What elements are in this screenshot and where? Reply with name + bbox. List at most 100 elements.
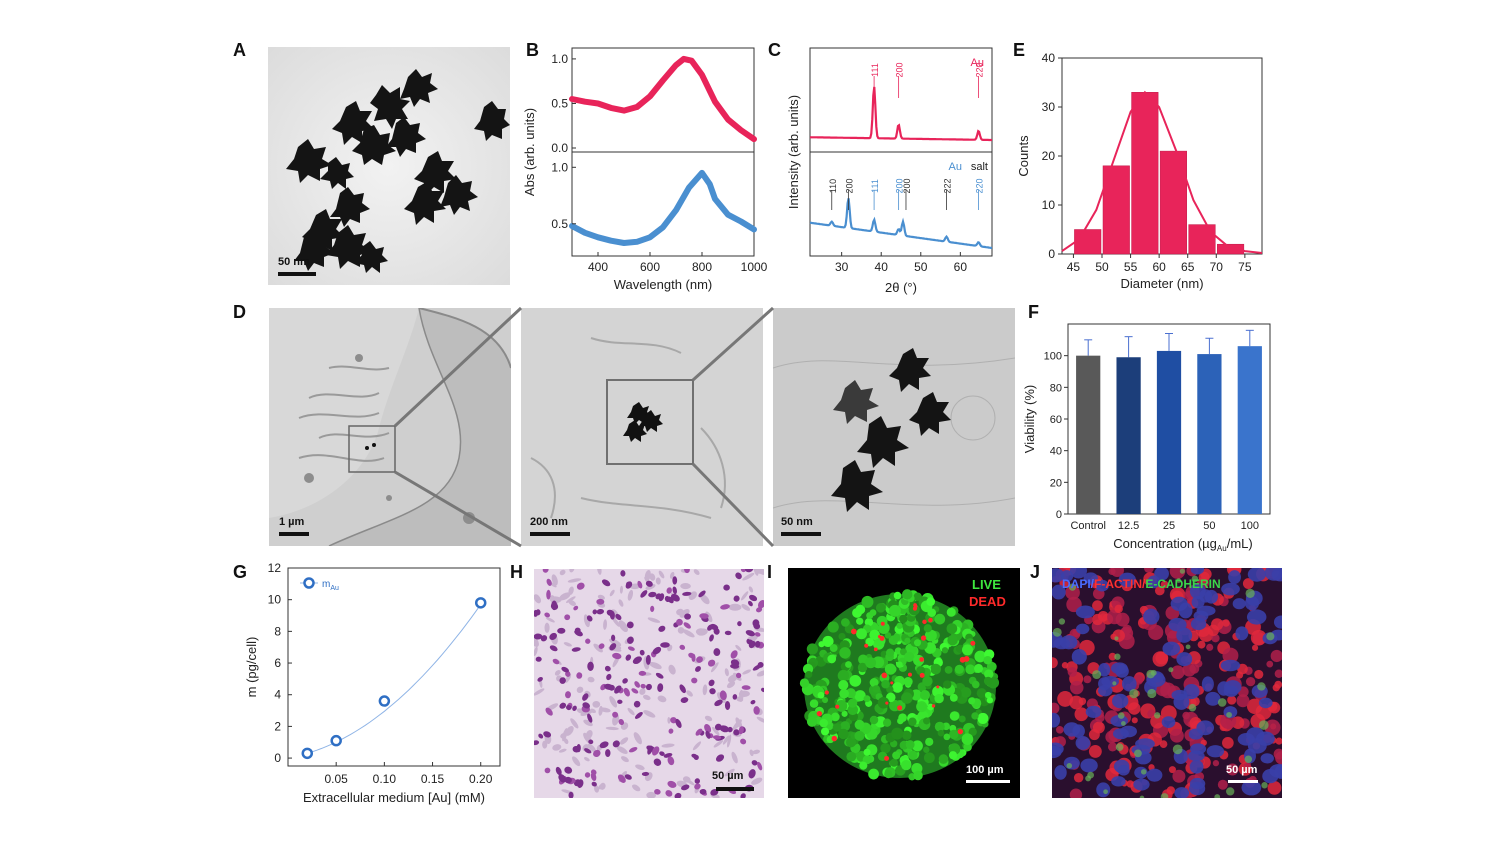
x-tick-label-f-1: 12.5 — [1118, 520, 1139, 532]
y-tick-label-e-0: 0 — [1048, 247, 1055, 261]
x-tick-label-e-65: 65 — [1181, 260, 1195, 274]
dead-label: DEAD — [969, 594, 1006, 609]
x-tick-label-g-0.15: 0.15 — [421, 772, 445, 786]
scale-label-j: 50 µm — [1226, 764, 1258, 776]
scale-bar-d1 — [279, 532, 309, 536]
bar-f-0 — [1076, 355, 1101, 514]
histogram-bar-e-5 — [1217, 243, 1245, 255]
panel-letter-i: I — [767, 562, 773, 582]
peak-label-c-bot-6: 220 — [975, 178, 985, 193]
data-point-g-3 — [474, 597, 487, 609]
y-tick-label-f-80: 80 — [1050, 382, 1062, 394]
x-tick-label-c-30: 30 — [835, 260, 849, 274]
y-tick-label-f-0: 0 — [1056, 509, 1062, 521]
fit-curve-e — [1061, 90, 1263, 254]
panel-letter-g: G — [233, 562, 248, 582]
chart-e-diameter-histogram: 45 50 55 60 65 70 75 0 10 20 30 40 Diameter (nm) Coun… — [1016, 51, 1263, 291]
stain-factin-label: F-ACTIN/ — [1094, 577, 1146, 591]
peak-label-c-top-2: 220 — [975, 62, 985, 77]
y-axis-label-c: Intensity (arb. units) — [786, 95, 801, 209]
panel-letter-b: B — [526, 40, 539, 60]
x-tick-label-e-50: 50 — [1095, 260, 1109, 274]
x-tick-label-b-1000: 1000 — [741, 260, 768, 274]
scale-bar-i — [966, 780, 1010, 783]
y-tick-label-g-12: 12 — [268, 561, 282, 575]
x-tick-label-f-2: 25 — [1163, 520, 1175, 532]
if-staining-texture — [1052, 568, 1282, 798]
histogram-bar-e-2 — [1131, 92, 1159, 255]
y-tick-label-e-30: 30 — [1042, 100, 1056, 114]
legend-c-bottom-b: salt — [971, 161, 988, 173]
x-tick-label-b-800: 800 — [692, 260, 712, 274]
y-tick-label-b-top-1.0: 1.0 — [551, 52, 568, 66]
series-line-b-bottom — [569, 169, 757, 246]
y-tick-label-b-bot-0.5: 0.5 — [551, 217, 568, 231]
panel-letter-f: F — [1028, 302, 1039, 322]
fit-curve-g — [307, 604, 482, 754]
panel-letter-a: A — [233, 40, 246, 60]
histogram-bar-e-0 — [1074, 229, 1102, 255]
x-tick-label-f-4: 100 — [1241, 520, 1259, 532]
peak-label-c-bot-0: 110 — [828, 179, 838, 193]
legend-marker-g — [303, 577, 315, 589]
y-tick-label-g-8: 8 — [274, 624, 281, 638]
live-label: LIVE — [972, 577, 1001, 592]
y-tick-label-e-40: 40 — [1042, 51, 1056, 65]
x-tick-label-f-3: 50 — [1203, 520, 1215, 532]
bar-f-1 — [1116, 357, 1141, 514]
y-tick-label-e-20: 20 — [1042, 149, 1056, 163]
chart-g-uptake: mAu 0.05 0.10 0.15 0.20 0 2 4 6 8 10 12 Extracellula… — [244, 561, 501, 805]
data-point-g-1 — [330, 734, 342, 747]
scale-bar-a — [278, 272, 316, 276]
x-tick-label-e-75: 75 — [1238, 260, 1252, 274]
x-tick-label-g-0.05: 0.05 — [325, 772, 349, 786]
scale-bar-h — [716, 787, 754, 791]
series-line-b-top — [569, 55, 757, 143]
y-tick-label-g-0: 0 — [274, 751, 281, 765]
spheroid-fluorescence-texture — [788, 568, 1020, 798]
y-tick-label-g-6: 6 — [274, 656, 281, 670]
scale-bar-j — [1228, 780, 1258, 783]
chart-f-viability: Control 12.5 25 50 100 0 20 40 60 80 100 Concentrat… — [1022, 323, 1271, 553]
x-tick-label-g-0.10: 0.10 — [373, 772, 397, 786]
x-tick-label-b-400: 400 — [588, 260, 608, 274]
scale-label-d3: 50 nm — [781, 516, 813, 528]
x-tick-label-g-0.20: 0.20 — [469, 772, 493, 786]
x-tick-label-c-60: 60 — [954, 260, 968, 274]
scale-bar-d2 — [530, 532, 570, 536]
he-tissue-texture — [534, 569, 764, 798]
histogram-bar-e-4 — [1188, 224, 1216, 255]
chart-b-absorbance: 400 600 800 1000 0.0 0.5 1.0 0.5 1.0 Wavelength (… — [522, 47, 768, 292]
scale-label-d2: 200 nm — [530, 516, 568, 528]
live-dead-spheroid-image — [788, 568, 1020, 798]
x-tick-label-e-60: 60 — [1152, 260, 1166, 274]
data-point-g-2 — [378, 695, 391, 707]
scale-label-a: 50 nm — [278, 256, 310, 268]
x-axis-label-c: 2θ (°) — [885, 280, 917, 295]
y-tick-label-f-40: 40 — [1050, 446, 1062, 458]
x-tick-label-b-600: 600 — [640, 260, 660, 274]
stain-ecadherin-label: E-CADHERIN — [1145, 577, 1221, 591]
y-axis-label-b: Abs (arb. units) — [522, 108, 537, 196]
peak-label-c-bot-5: 222 — [943, 178, 953, 193]
data-point-g-0 — [301, 747, 314, 760]
x-axis-label-f: Concentration (µgAu/mL) — [1113, 536, 1252, 553]
y-tick-label-f-20: 20 — [1050, 477, 1062, 489]
bar-f-4 — [1237, 346, 1262, 514]
bar-f-3 — [1197, 354, 1222, 514]
x-tick-label-e-55: 55 — [1124, 260, 1138, 274]
y-axis-label-e: Counts — [1016, 135, 1031, 177]
y-tick-label-g-4: 4 — [274, 688, 281, 702]
x-axis-label-e: Diameter (nm) — [1120, 276, 1203, 291]
scale-label-d1: 1 µm — [279, 516, 305, 528]
peak-label-c-top-1: 200 — [895, 62, 905, 77]
legend-c-bottom-a: Au — [949, 161, 962, 173]
panel-letter-d: D — [233, 302, 246, 322]
histology-he-image — [534, 569, 764, 798]
tem-nanostar-closeup-image — [773, 308, 1015, 546]
panel-letter-e: E — [1013, 40, 1026, 60]
stain-dapi-label: DAPI/ — [1062, 577, 1095, 591]
immunofluorescence-image — [1052, 568, 1282, 798]
peak-label-c-bot-2: 111 — [870, 179, 880, 193]
